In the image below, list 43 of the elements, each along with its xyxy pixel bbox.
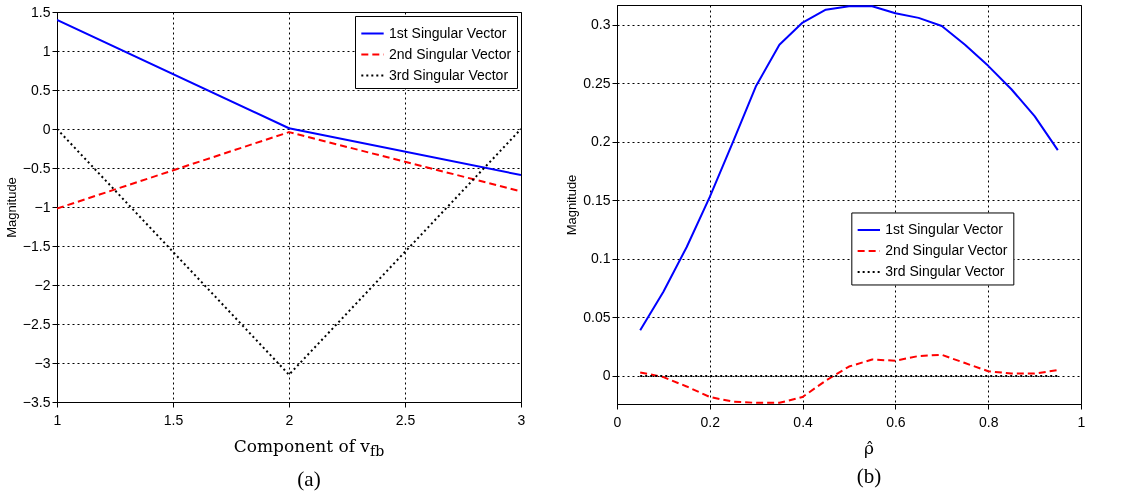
legend-label: 2nd Singular Vector <box>885 241 1008 258</box>
y-tick-label: 0.15 <box>583 191 611 208</box>
y-tick-label: 0.1 <box>591 250 611 267</box>
legend-label: 2nd Singular Vector <box>389 45 512 62</box>
y-tick-label: −3.5 <box>22 393 51 410</box>
x-tick-label: 1 <box>1077 413 1086 430</box>
y-tick-label: −0.5 <box>22 159 51 176</box>
y-tick-label: 0.3 <box>591 16 611 33</box>
line-series <box>639 5 1059 332</box>
y-axis-title: Magnitude <box>564 174 580 236</box>
y-tick-label: 0.2 <box>591 133 611 150</box>
y-tick-label: 1 <box>42 42 51 59</box>
y-tick-label: 0.05 <box>583 308 611 325</box>
x-tick-label: 0 <box>613 413 622 430</box>
x-tick-label: 0.6 <box>886 413 906 430</box>
line-series <box>639 353 1059 404</box>
x-axis-title: ρ̂ <box>863 437 875 460</box>
text: (a) <box>296 467 322 493</box>
y-tick-label: 0.5 <box>31 81 51 98</box>
x-tick-label: 0.2 <box>700 413 721 430</box>
text: (b) <box>855 464 883 489</box>
y-tick-label: −2.5 <box>22 315 51 332</box>
x-tick-label: 1 <box>53 411 62 428</box>
legend-label: 3rd Singular Vector <box>389 66 509 83</box>
x-tick-label: 2 <box>285 411 294 428</box>
y-axis-title: Magnitude <box>3 177 19 238</box>
x-tick-label: 1.5 <box>163 411 184 428</box>
y-tick-label: −1 <box>34 198 51 215</box>
y-tick-label: 0 <box>602 367 611 384</box>
x-tick-label: 2.5 <box>395 411 416 428</box>
legend-label: 1st Singular Vector <box>885 220 1004 237</box>
x-tick-label: 0.4 <box>793 413 814 430</box>
y-tick-label: 0.25 <box>583 74 611 91</box>
y-tick-label: 1.5 <box>31 3 51 20</box>
y-tick-label: −2 <box>34 276 51 293</box>
x-tick-label: 0.8 <box>978 413 999 430</box>
x-tick-label: 3 <box>517 411 526 428</box>
x-axis-title: Component of v$_{fb}$ <box>232 435 386 462</box>
legend-label: 1st Singular Vector <box>389 24 507 41</box>
legend-label: 3rd Singular Vector <box>885 262 1005 279</box>
y-tick-label: −3 <box>34 354 51 371</box>
y-tick-label: −1.5 <box>22 237 51 254</box>
y-tick-label: 0 <box>42 120 51 137</box>
